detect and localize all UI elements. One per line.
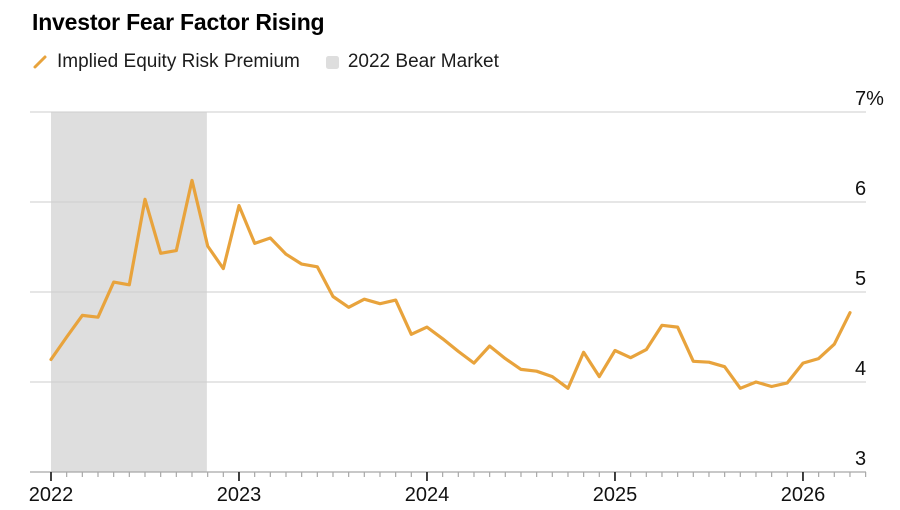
x-axis-label-2026: 2026 bbox=[781, 484, 826, 506]
y-axis-label-7: 7% bbox=[855, 88, 884, 110]
y-axis-label-3: 3 bbox=[855, 448, 866, 470]
y-axis-label-5: 5 bbox=[855, 268, 866, 290]
x-axis-label-2023: 2023 bbox=[217, 484, 262, 506]
x-axis-label-2022: 2022 bbox=[29, 484, 74, 506]
legend-item-bear-market: 2022 Bear Market bbox=[325, 51, 499, 73]
y-axis-label-4: 4 bbox=[855, 358, 866, 380]
band-square-icon bbox=[325, 55, 339, 69]
line-slash-icon bbox=[33, 55, 47, 69]
risk-premium-line bbox=[49, 178, 852, 390]
y-axis-label-6: 6 bbox=[855, 178, 866, 200]
legend-label-risk-premium: Implied Equity Risk Premium bbox=[57, 51, 300, 72]
chart-title: Investor Fear Factor Rising bbox=[32, 9, 325, 35]
x-axis-label-2024: 2024 bbox=[405, 484, 450, 506]
legend-label-bear-market: 2022 Bear Market bbox=[347, 51, 499, 72]
legend: Implied Equity Risk Premium 2022 Bear Ma… bbox=[32, 51, 499, 73]
legend-item-risk-premium: Implied Equity Risk Premium bbox=[32, 51, 300, 73]
x-axis-label-2025: 2025 bbox=[593, 484, 638, 506]
